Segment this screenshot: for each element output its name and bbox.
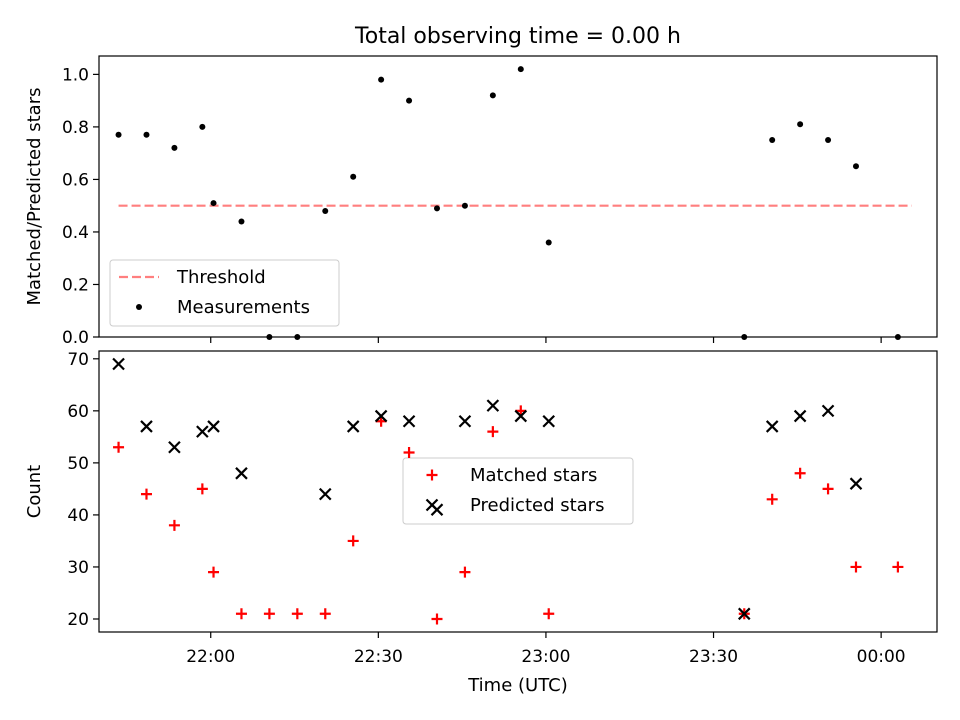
x-axis-label: Time (UTC) (467, 675, 568, 696)
data-point-plus (235, 608, 247, 620)
data-point-dot (406, 97, 413, 104)
y-tick-label: 50 (67, 454, 89, 474)
y-tick-label: 20 (67, 610, 89, 630)
x-tick-label: 23:00 (521, 647, 570, 667)
data-point-x (458, 414, 472, 428)
y-tick-label: 70 (67, 350, 89, 370)
data-point-x (821, 404, 835, 418)
data-point-plus (140, 488, 152, 500)
legend-box (402, 457, 634, 525)
data-point-x (402, 414, 416, 428)
y-tick-label: 0.8 (62, 118, 89, 138)
data-point-x (140, 420, 153, 433)
chart-title: Total observing time = 0.00 h (354, 24, 681, 49)
y-tick-label: 0.2 (62, 275, 89, 295)
data-point-plus (208, 566, 220, 578)
y-tick-label: 0.4 (62, 223, 89, 243)
y-tick-label: 0.0 (62, 328, 89, 348)
data-point-x (430, 503, 444, 516)
legend-label: Measurements (177, 297, 310, 318)
data-point-dot (517, 66, 524, 73)
data-point-dot (115, 131, 122, 138)
legend-label: Predicted stars (470, 495, 604, 516)
y-tick-label: 40 (67, 506, 89, 526)
data-point-x (374, 409, 388, 423)
data-point-plus (892, 561, 904, 573)
data-point-dot (238, 218, 245, 225)
legend-label: Threshold (176, 267, 266, 288)
legend-plus-swatch (426, 469, 438, 481)
x-tick-label: 00:00 (857, 647, 906, 667)
data-point-x (168, 440, 181, 454)
x-tick-label: 22:30 (354, 647, 403, 667)
data-point-x (196, 425, 209, 438)
data-point-dot (489, 92, 496, 99)
data-point-dot (545, 239, 552, 246)
data-point-plus (794, 467, 806, 479)
data-point-dot (825, 137, 832, 144)
data-point-x (514, 409, 528, 423)
data-point-x (346, 420, 360, 433)
data-point-dot (797, 121, 804, 128)
data-point-plus (431, 613, 443, 625)
data-point-x (849, 477, 863, 490)
data-point-dot (769, 137, 776, 144)
data-point-plus (263, 608, 275, 620)
data-point-plus (459, 566, 471, 578)
data-point-plus (543, 608, 555, 620)
y-axis-label: Matched/Predicted stars (24, 88, 45, 306)
legend-dot-swatch (136, 304, 142, 310)
y-tick-label: 1.0 (62, 65, 89, 85)
x-tick-label: 22:00 (186, 647, 235, 667)
y-tick-label: 60 (67, 402, 89, 422)
data-point-plus (822, 483, 834, 495)
data-point-dot (210, 200, 217, 207)
axes-frame (98, 350, 938, 633)
x-tick-label: 23:30 (689, 647, 738, 667)
data-point-x (318, 487, 332, 501)
bottom-panel: Count 20 30 40 50 60 70 22:00 22:30 23:00 23:30 00:… (24, 350, 938, 696)
axes-frame (98, 55, 938, 338)
data-point-plus (487, 426, 499, 438)
data-point-x (765, 420, 779, 433)
top-panel: Matched/Predicted stars 0.0 0.2 0.4 0.6 0.8 1.… (24, 55, 938, 348)
y-axis-label: Count (24, 465, 45, 518)
data-point-x (112, 357, 125, 371)
y-tick-label: 30 (67, 558, 89, 578)
data-point-x (486, 399, 500, 412)
data-point-dot (171, 144, 178, 151)
data-point-plus (766, 493, 778, 505)
data-point-plus (291, 608, 303, 620)
y-tick-label: 0.6 (62, 170, 89, 190)
data-point-plus (168, 519, 180, 531)
data-point-x (235, 467, 248, 480)
data-point-dot (143, 131, 150, 138)
data-point-dot (378, 76, 385, 83)
data-point-plus (347, 535, 359, 547)
data-point-plus (196, 483, 208, 495)
data-point-dot (461, 202, 468, 209)
legend-label: Matched stars (470, 465, 597, 486)
data-point-x (737, 607, 751, 621)
data-point-dot (852, 163, 859, 170)
data-point-dot (350, 173, 357, 180)
data-point-plus (113, 441, 125, 453)
data-point-dot (322, 207, 329, 214)
legend-box (109, 259, 340, 327)
data-point-plus (850, 561, 862, 573)
data-point-dot (199, 123, 206, 130)
data-point-x (793, 409, 807, 423)
data-point-dot (433, 205, 440, 212)
data-point-x (207, 420, 220, 433)
data-point-plus (403, 446, 415, 458)
data-point-plus (319, 608, 331, 620)
data-point-x (542, 414, 556, 428)
